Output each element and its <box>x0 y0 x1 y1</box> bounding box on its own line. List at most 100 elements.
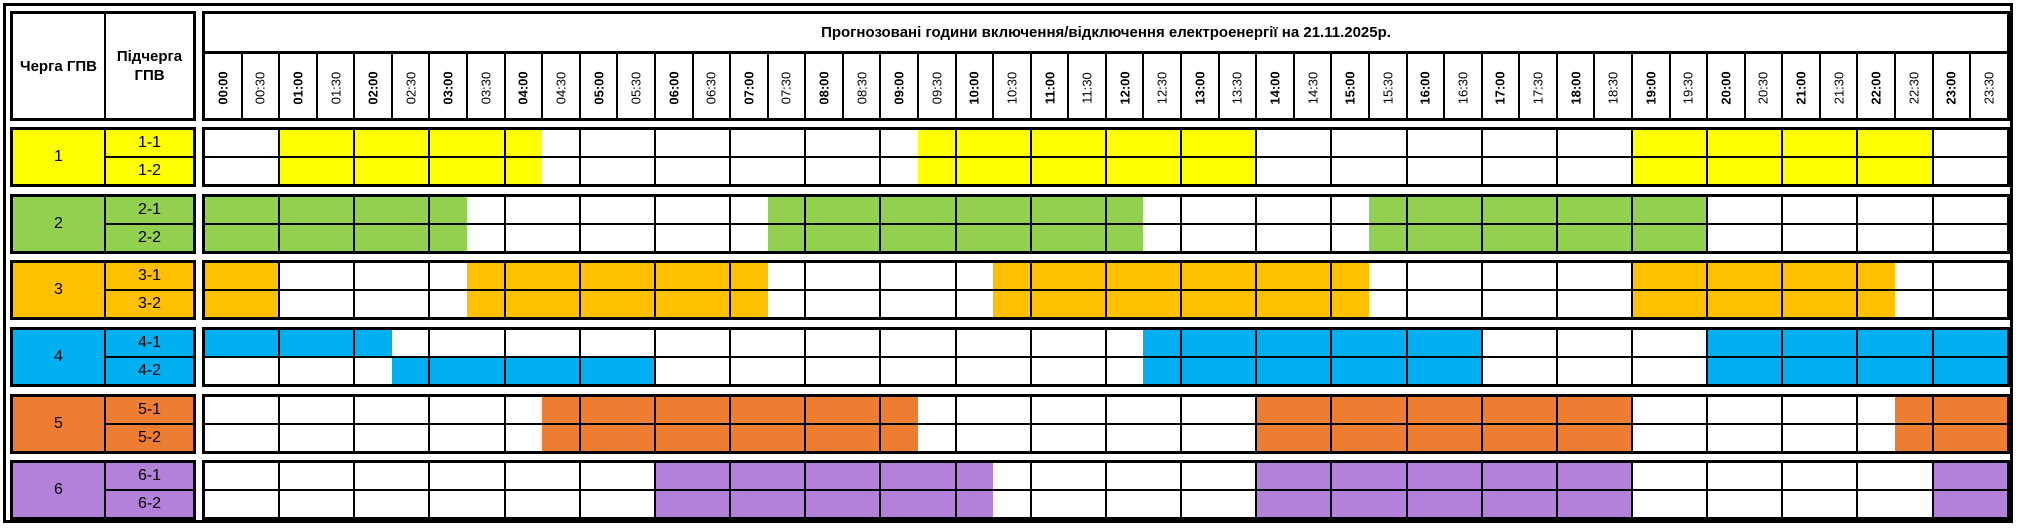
time-column-header: 17:30 <box>1520 54 1558 121</box>
power-slot <box>1970 197 2007 223</box>
power-slot <box>1783 397 1820 423</box>
outage-slot <box>1632 197 1670 223</box>
power-slot <box>430 491 468 517</box>
time-column-header: 05:00 <box>581 54 619 121</box>
time-label: 20:30 <box>1755 71 1771 104</box>
power-slot <box>1218 463 1258 489</box>
outage-slot <box>1669 158 1709 184</box>
outage-slot <box>1257 463 1294 489</box>
outage-slot <box>1669 291 1709 317</box>
power-slot <box>542 330 581 356</box>
power-slot <box>1218 491 1258 517</box>
time-column-header: 06:00 <box>656 54 694 121</box>
power-slot <box>430 463 468 489</box>
outage-slot <box>542 358 581 384</box>
outage-slot <box>1106 291 1144 317</box>
power-slot <box>617 330 656 356</box>
power-slot <box>731 130 768 156</box>
power-slot <box>1783 491 1820 517</box>
time-label: 05:30 <box>628 71 644 104</box>
power-slot <box>1068 463 1107 489</box>
time-label: 17:00 <box>1492 70 1508 105</box>
power-slot <box>1744 225 1784 251</box>
time-label: 20:00 <box>1718 70 1734 105</box>
outage-slot <box>767 225 807 251</box>
power-slot <box>881 263 918 289</box>
outage-slot <box>542 425 581 451</box>
outage-slot <box>1744 291 1784 317</box>
power-slot <box>1933 158 1971 184</box>
power-slot <box>767 291 807 317</box>
power-slot <box>430 330 468 356</box>
power-slot <box>1557 130 1595 156</box>
outage-slot <box>692 463 732 489</box>
power-slot <box>1482 330 1520 356</box>
power-slot <box>467 463 506 489</box>
power-slot <box>993 463 1032 489</box>
outage-slot <box>1858 358 1896 384</box>
outage-slot <box>1858 158 1896 184</box>
time-column-header: 14:30 <box>1295 54 1333 121</box>
power-slot <box>1708 225 1745 251</box>
power-slot <box>1783 197 1820 223</box>
outage-slot <box>1519 425 1558 451</box>
time-label: 04:00 <box>515 70 531 105</box>
power-slot <box>1594 330 1633 356</box>
outage-slot <box>842 225 882 251</box>
outage-slot <box>1407 197 1445 223</box>
power-slot <box>655 225 693 251</box>
outage-slot <box>1970 397 2007 423</box>
outage-slot <box>542 291 581 317</box>
outage-slot <box>1257 358 1294 384</box>
power-slot <box>355 263 392 289</box>
outage-slot <box>731 425 768 451</box>
power-slot <box>956 330 994 356</box>
power-slot <box>806 158 843 184</box>
power-slot <box>355 463 392 489</box>
power-slot <box>1632 397 1670 423</box>
outage-slot <box>842 397 882 423</box>
power-slot <box>917 330 957 356</box>
left-header: Черга ГПВ Підчерга ГПВ <box>10 11 196 121</box>
power-slot <box>1557 330 1595 356</box>
power-slot <box>241 397 281 423</box>
time-column-header: 06:30 <box>694 54 732 121</box>
power-slot <box>1143 491 1183 517</box>
power-slot <box>505 225 543 251</box>
queue-schedule-2 <box>202 194 2010 254</box>
power-slot <box>1182 397 1219 423</box>
power-slot <box>1368 158 1408 184</box>
time-column-header: 12:00 <box>1107 54 1145 121</box>
power-slot <box>1182 197 1219 223</box>
outage-slot <box>1519 397 1558 423</box>
power-slot <box>917 263 957 289</box>
time-label: 12:30 <box>1154 71 1170 104</box>
power-slot <box>1182 491 1219 517</box>
power-slot <box>767 358 807 384</box>
subqueue-label: 4-2 <box>137 362 162 379</box>
power-slot <box>1708 197 1745 223</box>
time-column-header: 22:30 <box>1896 54 1934 121</box>
outage-slot <box>655 425 693 451</box>
outage-slot <box>1368 425 1408 451</box>
power-slot <box>1632 491 1670 517</box>
power-slot <box>1068 358 1107 384</box>
power-slot <box>1970 225 2007 251</box>
power-slot <box>1444 158 1483 184</box>
power-slot <box>1933 263 1971 289</box>
power-slot <box>731 358 768 384</box>
outage-slot <box>1482 197 1520 223</box>
time-label: 18:00 <box>1568 70 1584 105</box>
power-slot <box>1293 158 1333 184</box>
outage-slot <box>917 197 957 223</box>
outage-slot <box>1332 358 1369 384</box>
power-slot <box>1106 425 1144 451</box>
outage-slot <box>1444 425 1483 451</box>
outage-slot <box>767 491 807 517</box>
outage-slot <box>1783 291 1820 317</box>
outage-slot <box>1444 491 1483 517</box>
outage-slot <box>617 397 656 423</box>
power-slot <box>1819 463 1859 489</box>
power-slot <box>355 358 392 384</box>
time-column-header: 20:30 <box>1746 54 1784 121</box>
